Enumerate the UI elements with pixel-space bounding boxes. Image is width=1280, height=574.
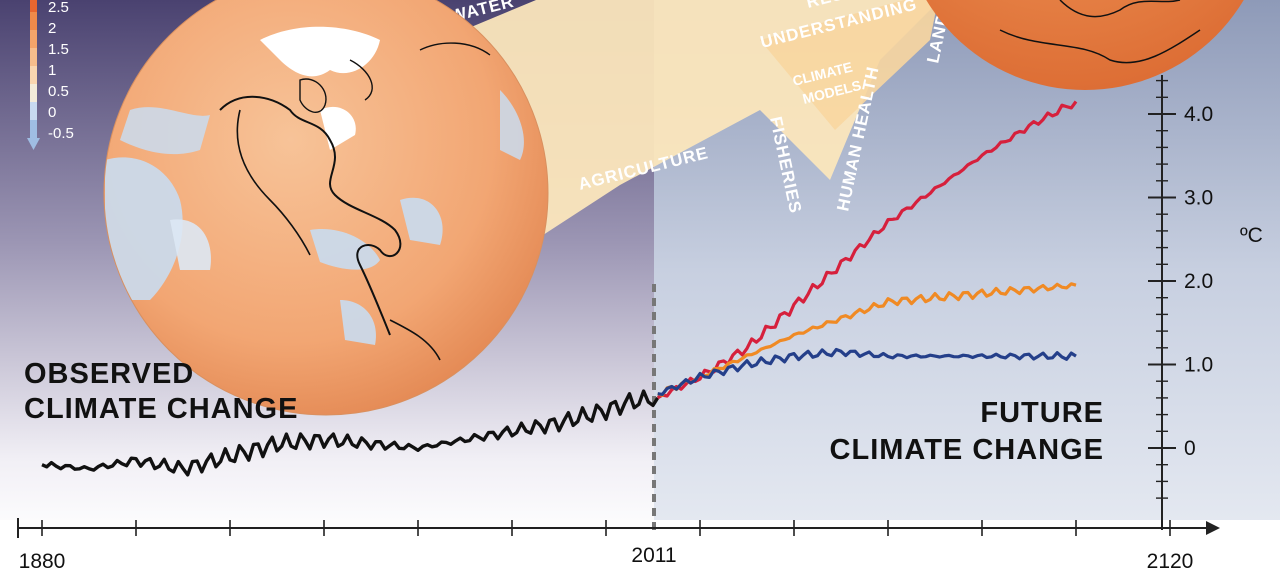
colorbar-segment [30, 120, 37, 138]
observed-label-line2: CLIMATE CHANGE [24, 393, 298, 425]
series-line-0 [41, 389, 660, 477]
x-axis-arrow [1206, 521, 1220, 535]
colorbar-label: -0.5 [48, 125, 74, 142]
colorbar-segment [30, 66, 37, 84]
y-tick-label: 4.0 [1184, 103, 1213, 126]
colorbar-segment [30, 102, 37, 120]
colorbar-label: 1 [48, 62, 56, 79]
x-tick-label-2011: 2011 [631, 544, 676, 567]
observed-globe [103, 0, 549, 416]
colorbar-label: 2.5 [48, 0, 69, 16]
data-series [41, 100, 1078, 477]
sector-research: RESE [804, 0, 857, 12]
colorbar-legend: 2.5 2 1.5 1 0.5 0 -0.5 [27, 0, 74, 150]
colorbar-segment [30, 0, 37, 12]
colorbar-label: 0 [48, 104, 56, 121]
y-tick-label: 1.0 [1184, 354, 1213, 377]
x-tick-label-2120: 2120 [1147, 550, 1194, 573]
y-axis: 0 1.0 2.0 3.0 4.0 [1148, 75, 1213, 530]
colorbar-label: 2 [48, 20, 56, 37]
observed-label-line1: OBSERVED [24, 358, 194, 390]
colorbar-segment [30, 84, 37, 102]
colorbar-segment [30, 48, 37, 66]
colorbar-segment [30, 30, 37, 48]
colorbar-label: 0.5 [48, 83, 69, 100]
y-tick-label: 3.0 [1184, 187, 1213, 210]
colorbar-min-arrow [27, 138, 40, 150]
series-line-2 [657, 282, 1077, 397]
future-label-line2: CLIMATE CHANGE [830, 434, 1104, 466]
future-globe [926, 0, 1244, 90]
series-line-3 [657, 347, 1077, 396]
y-tick-label: 0 [1184, 437, 1196, 460]
colorbar-segment [30, 12, 37, 30]
future-label-line1: FUTURE [980, 397, 1104, 429]
y-tick-label: 2.0 [1184, 270, 1213, 293]
x-tick-label-1880: 1880 [19, 550, 66, 573]
y-unit-label: ºC [1240, 224, 1263, 247]
x-axis [17, 518, 1220, 538]
colorbar-label: 1.5 [48, 41, 69, 58]
